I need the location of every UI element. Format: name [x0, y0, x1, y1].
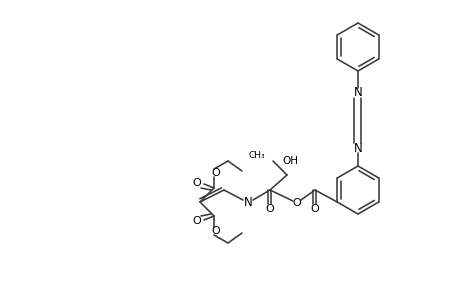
Text: O: O	[211, 168, 220, 178]
Text: O: O	[192, 178, 201, 188]
Text: O: O	[292, 198, 301, 208]
Text: O: O	[192, 216, 201, 226]
Text: O: O	[310, 204, 319, 214]
Text: O: O	[211, 226, 220, 236]
Text: CH₃: CH₃	[248, 152, 264, 160]
Text: N: N	[353, 142, 362, 154]
Text: OH: OH	[281, 156, 297, 166]
Text: N: N	[243, 196, 252, 208]
Text: N: N	[353, 86, 362, 100]
Text: O: O	[265, 204, 274, 214]
